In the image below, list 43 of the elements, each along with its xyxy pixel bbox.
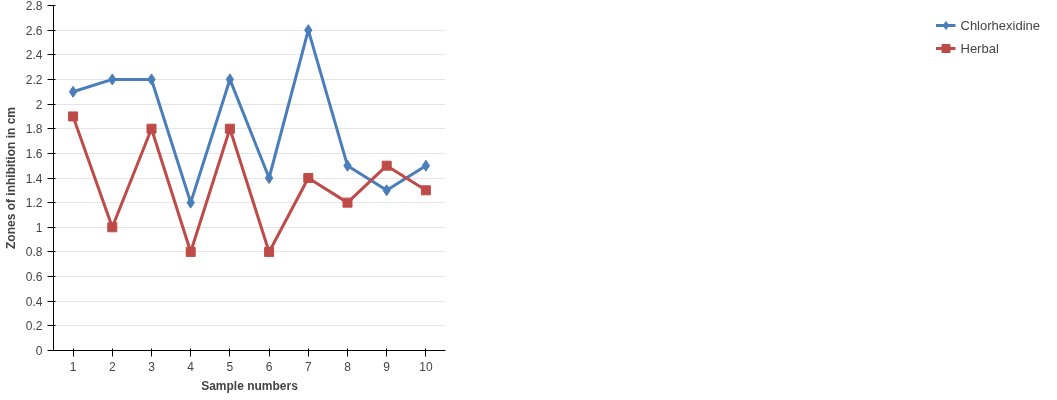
x-tick-label: 9 [383, 359, 391, 374]
point [303, 173, 314, 183]
point [225, 73, 235, 86]
point [68, 85, 78, 98]
point [342, 197, 353, 208]
x-tick-label: 1 [69, 359, 77, 374]
y-tick-label: 2 [35, 97, 43, 112]
y-tick-label: 0.2 [25, 319, 43, 334]
point [264, 172, 274, 184]
y-tick-label: 2.2 [25, 72, 43, 87]
legend-label: Chlorhexidine [960, 17, 1040, 33]
point [381, 160, 392, 171]
y-tick-label: 2.8 [25, 0, 43, 13]
legend-label: Herbal [960, 40, 999, 56]
y-tick-label: 0.4 [25, 294, 43, 309]
y-tick-label: 1.8 [25, 122, 43, 137]
point [264, 246, 275, 257]
y-tick-label: 0.6 [25, 270, 43, 285]
x-tick-label: 8 [344, 359, 352, 374]
y-tick-label: 1.6 [25, 146, 43, 161]
x-tick-label: 2 [108, 359, 116, 374]
point [146, 123, 157, 134]
point [107, 222, 118, 233]
x-tick-label: 4 [187, 359, 195, 374]
point [68, 111, 79, 122]
x-tick-label: 6 [265, 359, 273, 374]
y-tick-label: 2.4 [25, 48, 43, 63]
y-axis-title: Zones of inhibition in cm [3, 107, 18, 249]
y-tick-label: 0.8 [25, 245, 43, 260]
point [420, 185, 431, 196]
x-axis-title: Sample numbers [201, 378, 299, 393]
y-tick-label: 2.6 [25, 23, 43, 38]
y-tick-label: 1 [35, 220, 43, 235]
x-tick-label: 3 [148, 359, 156, 374]
point [224, 123, 235, 134]
point [185, 246, 196, 257]
y-tick-label: 1.2 [25, 196, 43, 211]
point [421, 159, 431, 172]
x-tick-label: 7 [304, 359, 312, 374]
x-tick-label: 5 [226, 359, 234, 374]
x-tick-label: 10 [419, 359, 433, 374]
y-tick-label: 1.4 [25, 171, 43, 186]
y-tick-label: 0 [35, 344, 43, 358]
